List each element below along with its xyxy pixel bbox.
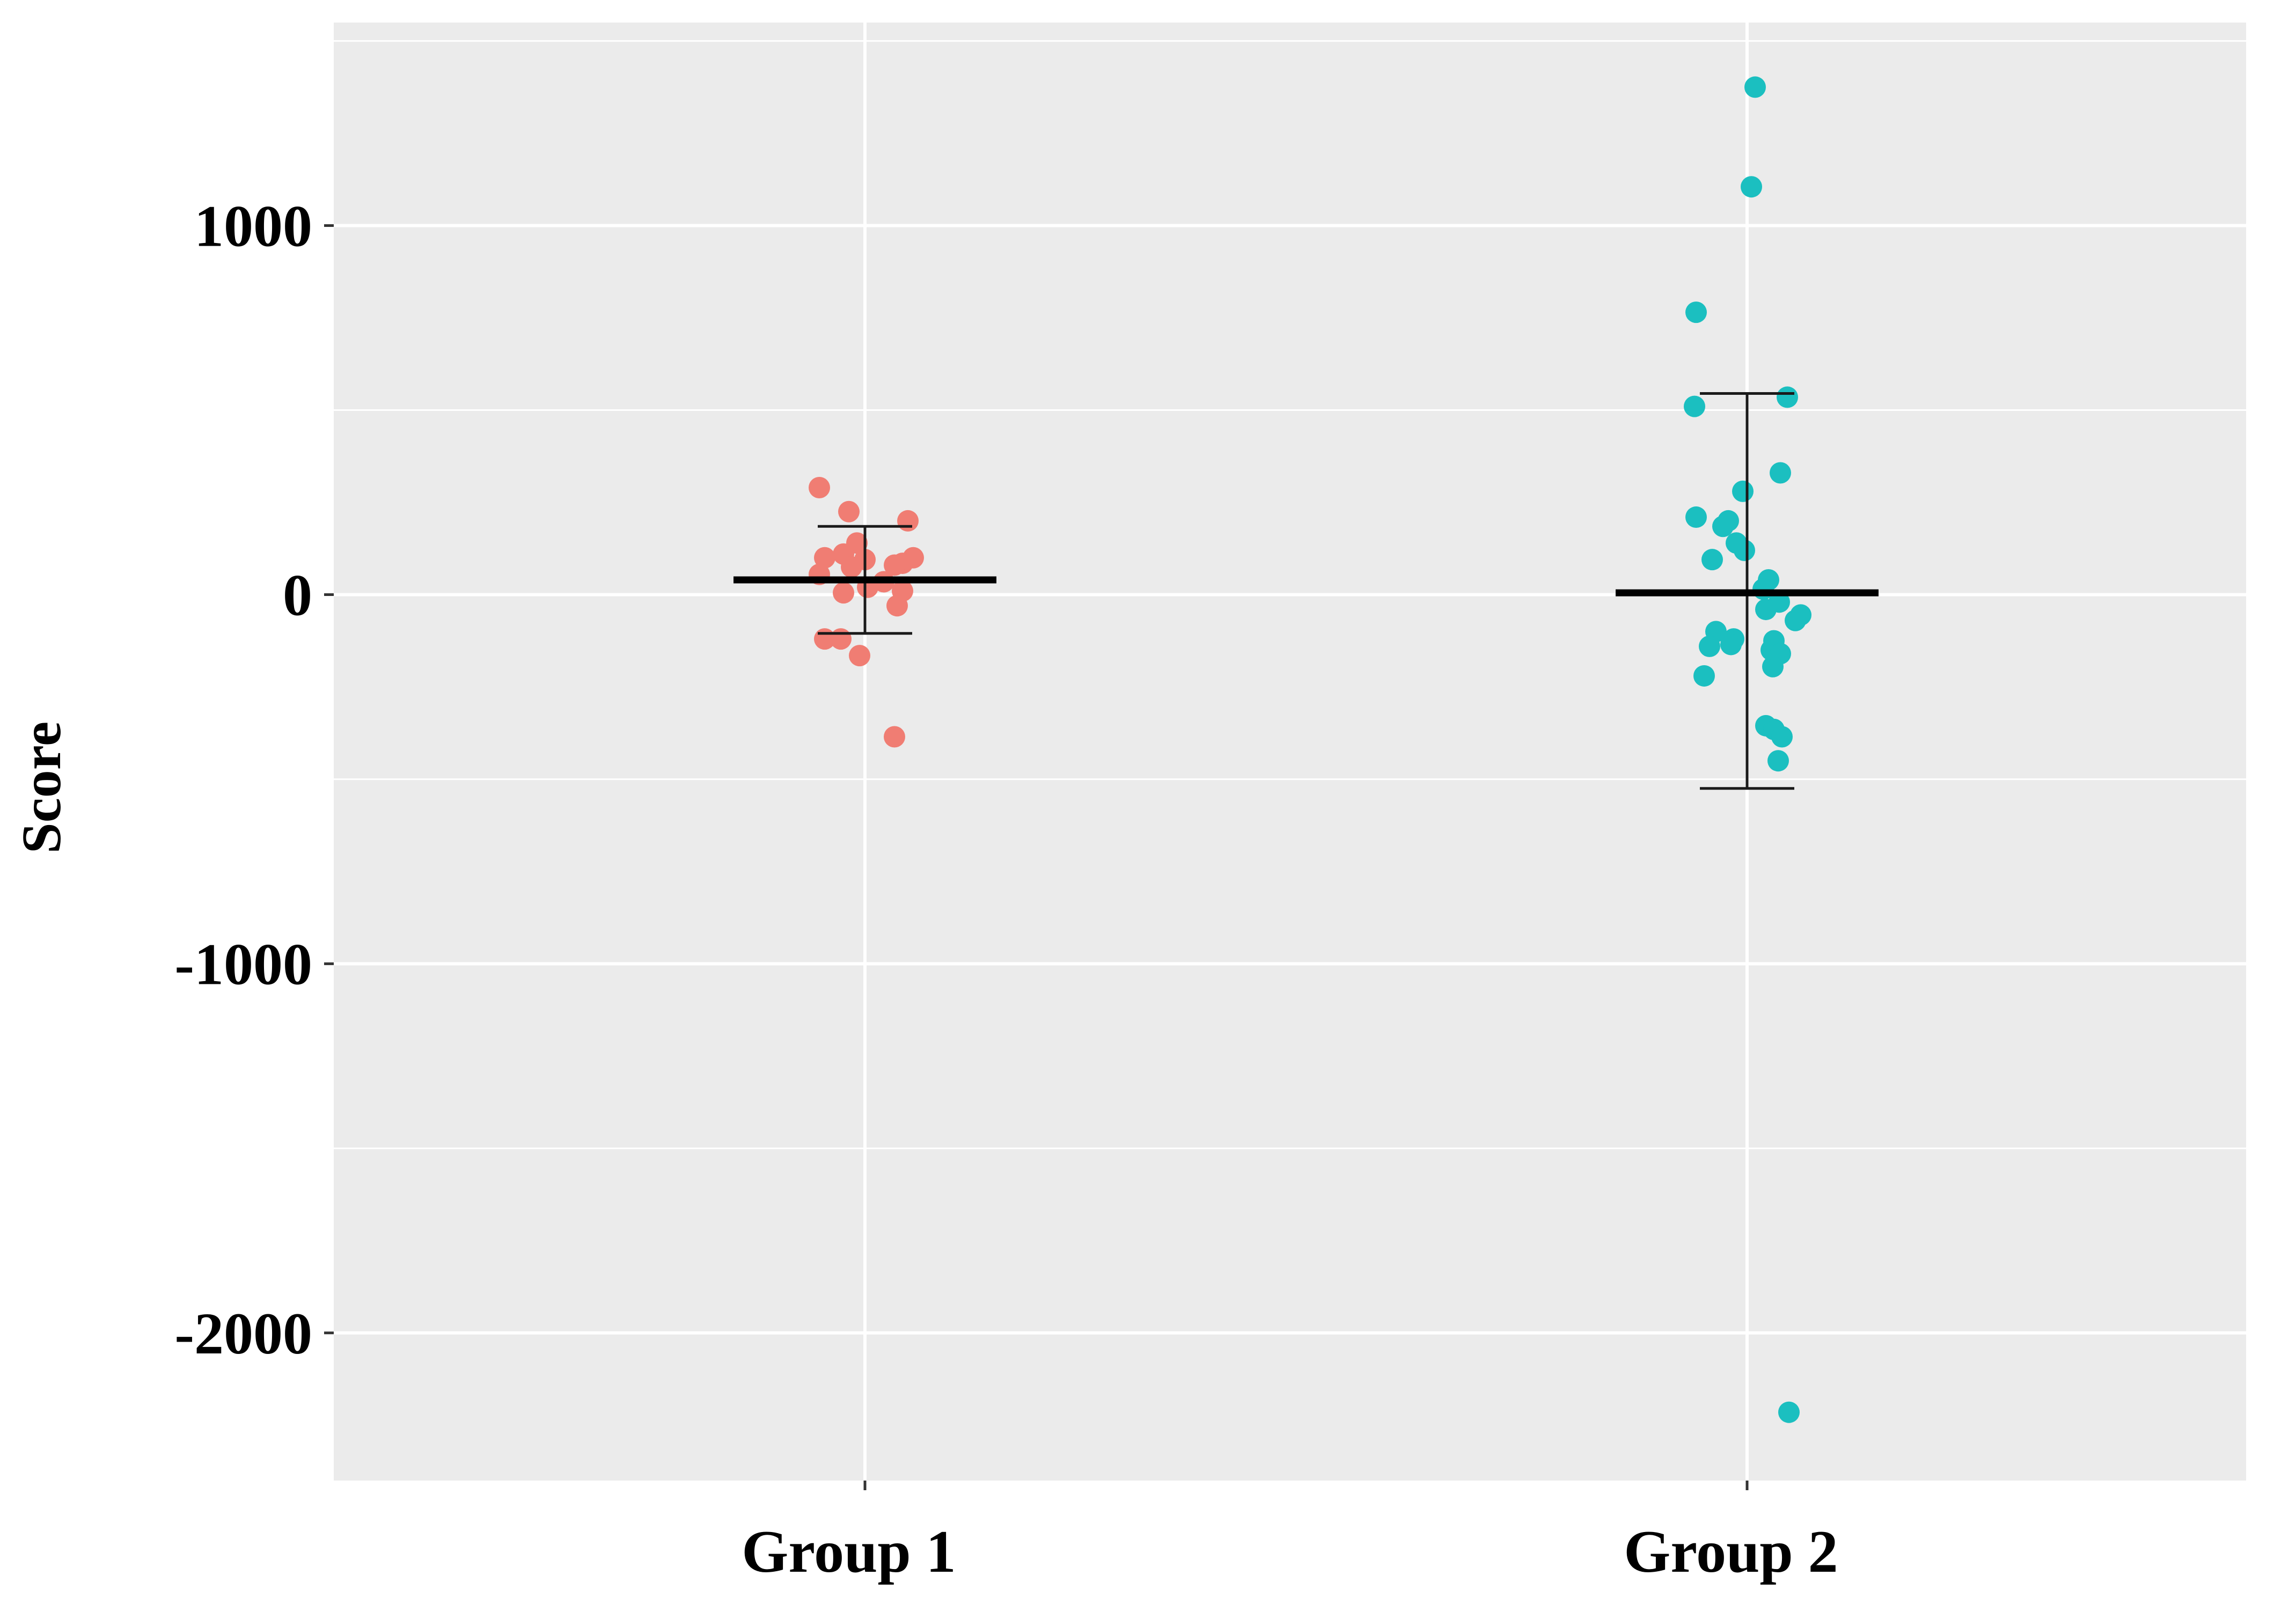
data-point <box>1778 1401 1800 1423</box>
y-tick-label: 0 <box>283 563 312 628</box>
axes: 1000 0 -1000 -2000 Group 1 Group 2 <box>174 193 1838 1585</box>
data-point <box>1701 549 1723 571</box>
data-point <box>841 556 862 578</box>
data-point <box>1685 506 1707 528</box>
x-category-label: Group 2 <box>1624 1519 1838 1585</box>
data-point <box>838 500 860 522</box>
data-point <box>830 628 852 650</box>
data-point <box>1720 634 1742 656</box>
data-point <box>1732 480 1754 502</box>
data-point <box>1741 176 1762 198</box>
data-point <box>1762 656 1784 678</box>
data-point <box>1755 599 1777 621</box>
data-point <box>809 477 830 499</box>
data-point <box>884 726 905 748</box>
plot-panel <box>334 23 2246 1481</box>
data-point <box>1771 726 1793 748</box>
gridlines <box>334 23 2246 1481</box>
series-group <box>1616 76 1879 1423</box>
y-axis-title: Score <box>11 721 72 853</box>
data-point <box>1684 395 1705 417</box>
data-point <box>849 645 870 667</box>
data-point <box>1712 516 1734 538</box>
data-point <box>1685 301 1707 323</box>
y-tick-label: 1000 <box>194 193 312 259</box>
series-group <box>733 477 996 748</box>
data-point <box>1767 750 1789 772</box>
data-point <box>1693 665 1715 687</box>
y-tick-label: -2000 <box>174 1301 312 1366</box>
data-point <box>897 510 919 532</box>
data-point <box>814 547 835 569</box>
data-point <box>1734 539 1755 561</box>
data-point <box>1699 635 1720 657</box>
data-point <box>884 554 905 576</box>
data-point <box>1770 462 1791 484</box>
data-point <box>1777 386 1798 408</box>
data-point <box>886 595 908 617</box>
data-marks <box>733 76 1879 1423</box>
x-category-label: Group 1 <box>742 1519 956 1585</box>
data-point <box>833 582 854 604</box>
y-tick-label: -1000 <box>174 932 312 997</box>
data-point <box>1785 609 1806 631</box>
data-point <box>1744 76 1766 98</box>
